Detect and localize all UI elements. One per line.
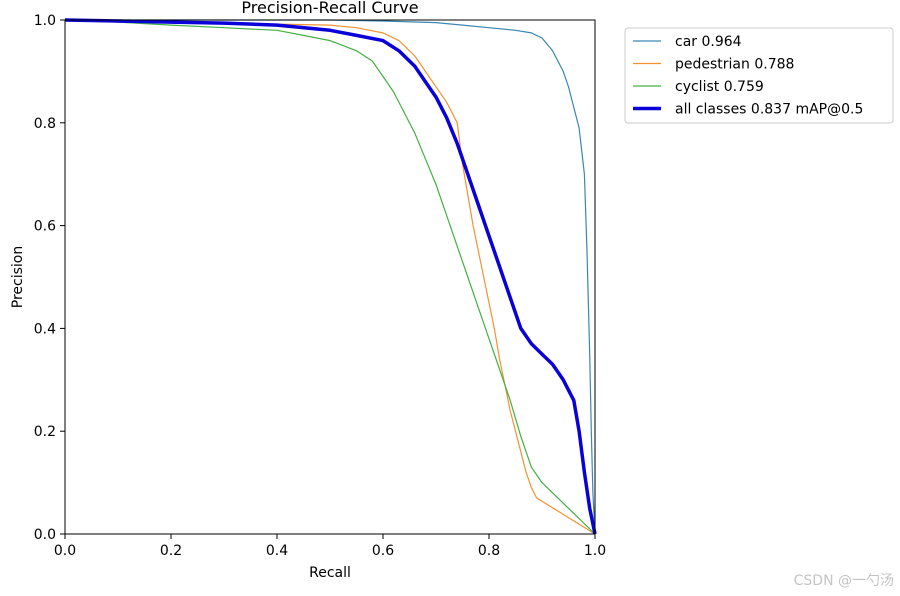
y-axis-ticks: 0.0 0.2 0.4 0.6 0.8 1.0 bbox=[34, 13, 65, 543]
y-axis-title: Precision bbox=[10, 246, 26, 308]
legend-entry: pedestrian 0.788 bbox=[675, 57, 794, 73]
series-line-1 bbox=[64, 19, 596, 535]
series-line-2 bbox=[64, 19, 596, 535]
y-tick-label: 0.2 bbox=[34, 424, 56, 440]
axes-frame bbox=[64, 19, 596, 535]
y-tick-label: 0.6 bbox=[34, 219, 56, 235]
y-tick-label: 1.0 bbox=[34, 13, 56, 29]
legend-entry: cyclist 0.759 bbox=[675, 79, 764, 95]
x-axis-ticks: 0.0 0.2 0.4 0.6 0.8 1.0 bbox=[54, 534, 606, 559]
y-tick-label: 0.4 bbox=[34, 321, 56, 337]
y-tick-label: 0.0 bbox=[34, 527, 56, 543]
plot-area bbox=[64, 18, 597, 535]
x-tick-label: 0.6 bbox=[372, 543, 394, 559]
legend: car 0.964 pedestrian 0.788 cyclist 0.759 al… bbox=[624, 27, 894, 124]
x-tick-label: 0.0 bbox=[54, 543, 76, 559]
watermark: CSDN @一勺汤 bbox=[793, 573, 894, 589]
series-line-3 bbox=[64, 18, 597, 535]
x-tick-label: 0.4 bbox=[266, 543, 288, 559]
legend-entry: car 0.964 bbox=[675, 34, 742, 50]
series-line-0 bbox=[65, 19, 596, 535]
x-axis-title: Recall bbox=[309, 565, 351, 581]
x-tick-label: 1.0 bbox=[584, 543, 606, 559]
chart-title: Precision-Recall Curve bbox=[241, 0, 418, 17]
x-tick-label: 0.8 bbox=[478, 543, 500, 559]
legend-frame bbox=[624, 27, 894, 124]
legend-entry: all classes 0.837 mAP@0.5 bbox=[675, 102, 863, 118]
x-tick-label: 0.2 bbox=[160, 543, 182, 559]
y-tick-label: 0.8 bbox=[34, 116, 56, 132]
